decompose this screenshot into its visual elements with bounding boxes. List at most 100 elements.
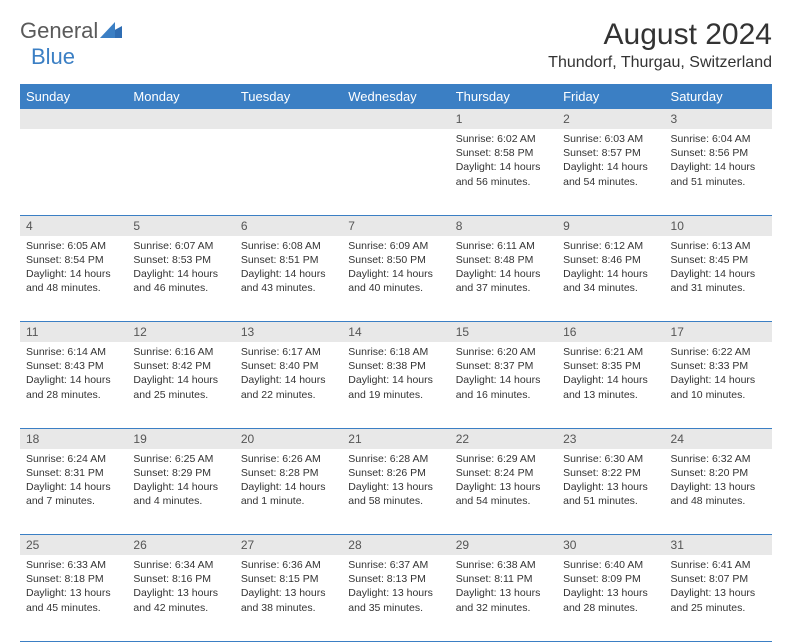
daylight-text: Daylight: 13 hours and 42 minutes. <box>133 586 228 614</box>
logo-text-general: General <box>20 18 98 44</box>
day-cell-content: Sunrise: 6:20 AMSunset: 8:37 PMDaylight:… <box>450 342 557 406</box>
day-number-cell: 12 <box>127 322 234 343</box>
daylight-text: Daylight: 13 hours and 32 minutes. <box>456 586 551 614</box>
day-cell-content: Sunrise: 6:09 AMSunset: 8:50 PMDaylight:… <box>342 236 449 300</box>
daylight-text: Daylight: 13 hours and 51 minutes. <box>563 480 658 508</box>
sunset-text: Sunset: 8:43 PM <box>26 359 121 373</box>
day-number-cell: 26 <box>127 535 234 556</box>
day-cell: Sunrise: 6:30 AMSunset: 8:22 PMDaylight:… <box>557 449 664 535</box>
sunset-text: Sunset: 8:58 PM <box>456 146 551 160</box>
day-cell-content: Sunrise: 6:40 AMSunset: 8:09 PMDaylight:… <box>557 555 664 619</box>
daylight-text: Daylight: 14 hours and 19 minutes. <box>348 373 443 401</box>
sunset-text: Sunset: 8:48 PM <box>456 253 551 267</box>
day-number-cell: 8 <box>450 215 557 236</box>
sunset-text: Sunset: 8:42 PM <box>133 359 228 373</box>
day-cell <box>127 129 234 215</box>
sunset-text: Sunset: 8:40 PM <box>241 359 336 373</box>
day-cell: Sunrise: 6:08 AMSunset: 8:51 PMDaylight:… <box>235 236 342 322</box>
day-number-cell: 5 <box>127 215 234 236</box>
sunset-text: Sunset: 8:26 PM <box>348 466 443 480</box>
day-cell-content: Sunrise: 6:29 AMSunset: 8:24 PMDaylight:… <box>450 449 557 513</box>
day-number-cell: 16 <box>557 322 664 343</box>
daylight-text: Daylight: 14 hours and 34 minutes. <box>563 267 658 295</box>
daylight-text: Daylight: 14 hours and 25 minutes. <box>133 373 228 401</box>
day-header: Friday <box>557 84 664 109</box>
day-cell: Sunrise: 6:16 AMSunset: 8:42 PMDaylight:… <box>127 342 234 428</box>
daylight-text: Daylight: 13 hours and 45 minutes. <box>26 586 121 614</box>
sunset-text: Sunset: 8:50 PM <box>348 253 443 267</box>
day-number-cell: 17 <box>665 322 772 343</box>
sunset-text: Sunset: 8:16 PM <box>133 572 228 586</box>
day-number-cell: 24 <box>665 428 772 449</box>
day-number-row: 123 <box>20 109 772 129</box>
day-cell: Sunrise: 6:07 AMSunset: 8:53 PMDaylight:… <box>127 236 234 322</box>
day-cell: Sunrise: 6:20 AMSunset: 8:37 PMDaylight:… <box>450 342 557 428</box>
day-cell: Sunrise: 6:34 AMSunset: 8:16 PMDaylight:… <box>127 555 234 641</box>
day-cell-content: Sunrise: 6:28 AMSunset: 8:26 PMDaylight:… <box>342 449 449 513</box>
daylight-text: Daylight: 14 hours and 28 minutes. <box>26 373 121 401</box>
daylight-text: Daylight: 14 hours and 16 minutes. <box>456 373 551 401</box>
day-cell-content: Sunrise: 6:21 AMSunset: 8:35 PMDaylight:… <box>557 342 664 406</box>
sunrise-text: Sunrise: 6:41 AM <box>671 558 766 572</box>
daylight-text: Daylight: 13 hours and 28 minutes. <box>563 586 658 614</box>
sunrise-text: Sunrise: 6:07 AM <box>133 239 228 253</box>
sunrise-text: Sunrise: 6:24 AM <box>26 452 121 466</box>
day-body-row: Sunrise: 6:14 AMSunset: 8:43 PMDaylight:… <box>20 342 772 428</box>
day-cell: Sunrise: 6:11 AMSunset: 8:48 PMDaylight:… <box>450 236 557 322</box>
day-body-row: Sunrise: 6:24 AMSunset: 8:31 PMDaylight:… <box>20 449 772 535</box>
daylight-text: Daylight: 14 hours and 4 minutes. <box>133 480 228 508</box>
daylight-text: Daylight: 14 hours and 46 minutes. <box>133 267 228 295</box>
day-cell-content: Sunrise: 6:25 AMSunset: 8:29 PMDaylight:… <box>127 449 234 513</box>
sunset-text: Sunset: 8:29 PM <box>133 466 228 480</box>
day-number-cell <box>235 109 342 129</box>
day-number-cell: 9 <box>557 215 664 236</box>
day-header: Sunday <box>20 84 127 109</box>
day-cell-content: Sunrise: 6:18 AMSunset: 8:38 PMDaylight:… <box>342 342 449 406</box>
daylight-text: Daylight: 14 hours and 51 minutes. <box>671 160 766 188</box>
day-number-cell: 28 <box>342 535 449 556</box>
logo-text-blue: Blue <box>31 44 75 69</box>
day-cell <box>235 129 342 215</box>
day-cell: Sunrise: 6:36 AMSunset: 8:15 PMDaylight:… <box>235 555 342 641</box>
sunrise-text: Sunrise: 6:11 AM <box>456 239 551 253</box>
sunset-text: Sunset: 8:24 PM <box>456 466 551 480</box>
sunrise-text: Sunrise: 6:12 AM <box>563 239 658 253</box>
day-number-cell: 13 <box>235 322 342 343</box>
sunrise-text: Sunrise: 6:08 AM <box>241 239 336 253</box>
day-cell <box>342 129 449 215</box>
daylight-text: Daylight: 13 hours and 48 minutes. <box>671 480 766 508</box>
day-cell: Sunrise: 6:26 AMSunset: 8:28 PMDaylight:… <box>235 449 342 535</box>
day-cell: Sunrise: 6:41 AMSunset: 8:07 PMDaylight:… <box>665 555 772 641</box>
day-cell-content: Sunrise: 6:33 AMSunset: 8:18 PMDaylight:… <box>20 555 127 619</box>
sunrise-text: Sunrise: 6:30 AM <box>563 452 658 466</box>
sunset-text: Sunset: 8:28 PM <box>241 466 336 480</box>
daylight-text: Daylight: 14 hours and 37 minutes. <box>456 267 551 295</box>
day-cell-content: Sunrise: 6:32 AMSunset: 8:20 PMDaylight:… <box>665 449 772 513</box>
sunrise-text: Sunrise: 6:22 AM <box>671 345 766 359</box>
sunset-text: Sunset: 8:38 PM <box>348 359 443 373</box>
day-header: Wednesday <box>342 84 449 109</box>
daylight-text: Daylight: 14 hours and 31 minutes. <box>671 267 766 295</box>
day-number-cell: 6 <box>235 215 342 236</box>
brand-logo: General Blue <box>20 18 122 70</box>
day-cell-content: Sunrise: 6:03 AMSunset: 8:57 PMDaylight:… <box>557 129 664 193</box>
day-cell-content: Sunrise: 6:12 AMSunset: 8:46 PMDaylight:… <box>557 236 664 300</box>
sunset-text: Sunset: 8:15 PM <box>241 572 336 586</box>
sunrise-text: Sunrise: 6:03 AM <box>563 132 658 146</box>
sunrise-text: Sunrise: 6:17 AM <box>241 345 336 359</box>
day-cell: Sunrise: 6:38 AMSunset: 8:11 PMDaylight:… <box>450 555 557 641</box>
sunrise-text: Sunrise: 6:18 AM <box>348 345 443 359</box>
day-number-cell: 7 <box>342 215 449 236</box>
sunset-text: Sunset: 8:13 PM <box>348 572 443 586</box>
location-subtitle: Thundorf, Thurgau, Switzerland <box>548 54 772 72</box>
sunset-text: Sunset: 8:35 PM <box>563 359 658 373</box>
sunrise-text: Sunrise: 6:34 AM <box>133 558 228 572</box>
day-cell-content: Sunrise: 6:05 AMSunset: 8:54 PMDaylight:… <box>20 236 127 300</box>
day-cell: Sunrise: 6:40 AMSunset: 8:09 PMDaylight:… <box>557 555 664 641</box>
day-cell <box>20 129 127 215</box>
daylight-text: Daylight: 13 hours and 25 minutes. <box>671 586 766 614</box>
day-cell-content: Sunrise: 6:07 AMSunset: 8:53 PMDaylight:… <box>127 236 234 300</box>
sunset-text: Sunset: 8:57 PM <box>563 146 658 160</box>
sunset-text: Sunset: 8:45 PM <box>671 253 766 267</box>
sunrise-text: Sunrise: 6:20 AM <box>456 345 551 359</box>
